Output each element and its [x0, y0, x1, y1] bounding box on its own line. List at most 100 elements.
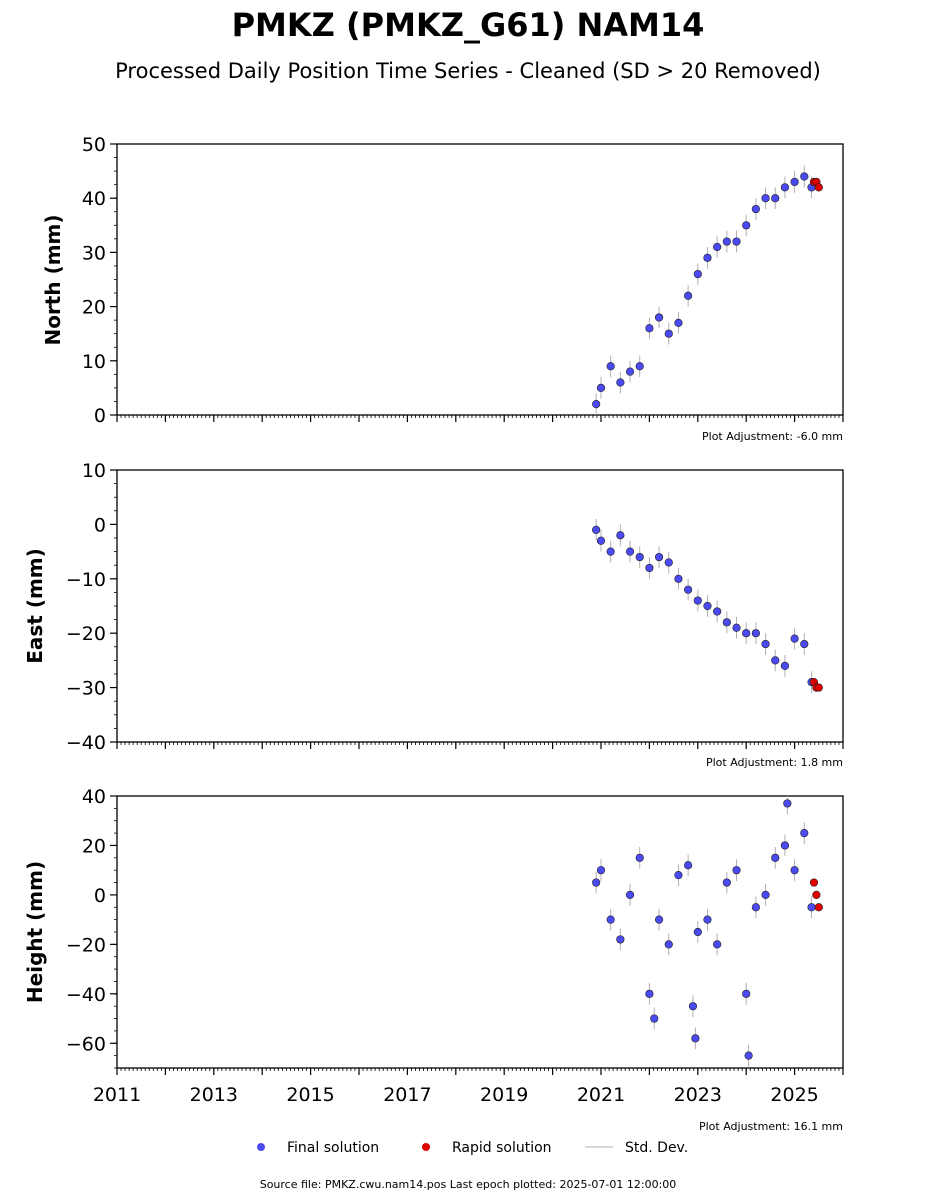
final-solution-point [713, 242, 722, 252]
final-solution-point [713, 607, 722, 616]
rapid-solution-point [812, 890, 821, 900]
final-solution-point [790, 866, 799, 875]
panel-2: −40 −30 −20 −10 0 10 East (mm) Plot Adjustment:… [23, 460, 844, 769]
final-solution-point [592, 400, 601, 409]
y-tick-label: −10 [66, 569, 106, 591]
final-solution-point [751, 903, 760, 912]
final-solution-point [742, 989, 751, 998]
final-solution-point [780, 661, 790, 670]
x-tick-label: 2015 [286, 1084, 334, 1106]
axes-frame [116, 795, 844, 1069]
legend: Final solution Rapid solution Std. Dev. [257, 1140, 688, 1156]
final-solution-point [807, 903, 816, 912]
final-solution-point [761, 194, 770, 203]
final-solution-point [732, 623, 741, 632]
final-solution-point [713, 940, 722, 949]
plot-adjustment: Plot Adjustment: -6.0 mm [702, 430, 843, 443]
final-solution-point [761, 639, 770, 649]
y-tick-label: −40 [66, 984, 106, 1006]
final-solution-point [703, 253, 712, 262]
y-tick-label: 40 [82, 786, 106, 808]
y-axis-label: East (mm) [23, 548, 47, 664]
final-solution-point [771, 194, 780, 203]
final-solution-point [751, 629, 760, 638]
final-solution-point [684, 585, 693, 594]
y-tick-label: 0 [94, 885, 106, 907]
panel-1: 0 10 20 30 40 50 North (mm) Plot Adjustment: -6… [41, 134, 844, 443]
final-solution-point [771, 853, 780, 862]
final-solution-point [664, 329, 673, 338]
final-solution-point [771, 656, 780, 665]
final-solution-point [790, 634, 799, 643]
final-solution-point [722, 237, 731, 246]
final-solution-point [625, 890, 635, 900]
final-solution-point [800, 172, 809, 181]
final-solution-point [606, 915, 615, 924]
final-solution-point [654, 313, 664, 322]
y-tick-label: −20 [66, 623, 106, 645]
final-solution-point [744, 1051, 753, 1060]
axes-frame [116, 143, 844, 416]
final-solution-point [751, 204, 760, 214]
final-solution-point [674, 318, 683, 327]
final-solution-point [674, 871, 683, 880]
rapid-solution-point [814, 183, 823, 192]
legend-rapid-marker [422, 1143, 430, 1151]
y-tick-label: 10 [82, 351, 106, 373]
x-tick-label: 2011 [93, 1084, 141, 1106]
y-tick-label: 10 [82, 460, 106, 482]
final-solution-point [606, 547, 615, 556]
final-solution-point [654, 915, 664, 924]
final-solution-point [616, 935, 625, 944]
final-solution-point [645, 989, 654, 998]
y-tick-label: 0 [94, 514, 106, 536]
source-footer: Source file: PMKZ.cwu.nam14.pos Last epo… [260, 1178, 677, 1191]
final-solution-point [742, 629, 751, 638]
chart-title: PMKZ (PMKZ_G61) NAM14 [232, 6, 705, 44]
rapid-solution-point [814, 683, 823, 692]
x-tick-label: 2025 [770, 1084, 818, 1106]
final-solution-point [732, 237, 741, 246]
final-solution-point [664, 940, 673, 949]
legend-stddev-label: Std. Dev. [625, 1140, 688, 1156]
plot-adjustment: Plot Adjustment: 16.1 mm [699, 1120, 843, 1133]
y-axis-label: Height (mm) [23, 861, 47, 1003]
final-solution-point [616, 378, 625, 387]
final-solution-point [780, 183, 790, 192]
final-solution-point [635, 552, 644, 562]
final-solution-point [800, 639, 809, 649]
final-solution-point [790, 177, 799, 187]
final-solution-point [780, 841, 790, 850]
final-solution-point [616, 531, 625, 540]
final-solution-point [693, 269, 702, 279]
legend-final-label: Final solution [287, 1140, 379, 1156]
y-axis-label: North (mm) [41, 214, 65, 345]
rapid-solution-point [809, 878, 819, 887]
final-solution-point [635, 853, 644, 862]
y-tick-label: −40 [66, 732, 106, 754]
legend-rapid-label: Rapid solution [452, 1140, 552, 1156]
x-tick-label: 2021 [577, 1084, 625, 1106]
chart-subtitle: Processed Daily Position Time Series - C… [115, 59, 821, 83]
y-tick-label: 40 [82, 188, 106, 210]
y-tick-label: −30 [66, 678, 106, 700]
final-solution-point [635, 362, 644, 371]
final-solution-point [732, 866, 741, 875]
final-solution-point [596, 866, 606, 875]
final-solution-point [592, 525, 601, 534]
y-tick-label: 0 [94, 405, 106, 427]
final-solution-point [703, 601, 712, 611]
final-solution-point [596, 536, 606, 545]
final-solution-point [800, 828, 809, 838]
final-solution-point [674, 574, 683, 583]
panel-3: −60 −40 −20 0 20 40 Height (mm) Plot Adjustment… [23, 786, 844, 1133]
final-solution-point [703, 915, 712, 924]
final-solution-point [625, 367, 635, 376]
plot-adjustment: Plot Adjustment: 1.8 mm [706, 756, 843, 769]
final-solution-point [650, 1014, 659, 1023]
final-solution-point [693, 927, 702, 937]
final-solution-point [596, 383, 606, 393]
y-tick-label: 20 [82, 835, 106, 857]
y-tick-label: −20 [66, 934, 106, 956]
final-solution-point [693, 596, 702, 605]
